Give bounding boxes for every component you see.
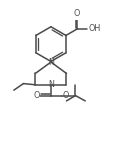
Text: N: N [48, 58, 54, 67]
Text: N: N [48, 80, 54, 89]
Text: OH: OH [88, 24, 100, 33]
Text: O: O [33, 91, 40, 100]
Text: O: O [62, 91, 68, 100]
Text: O: O [73, 9, 80, 18]
